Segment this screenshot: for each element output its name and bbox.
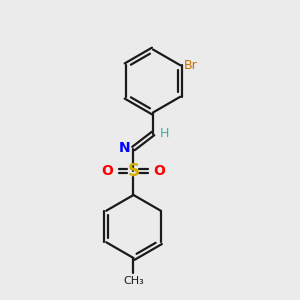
Text: N: N (119, 142, 130, 155)
Text: Br: Br (184, 59, 198, 72)
Text: H: H (160, 127, 169, 140)
Text: CH₃: CH₃ (123, 276, 144, 286)
Text: O: O (101, 164, 113, 178)
Text: O: O (154, 164, 166, 178)
Text: S: S (128, 162, 140, 180)
